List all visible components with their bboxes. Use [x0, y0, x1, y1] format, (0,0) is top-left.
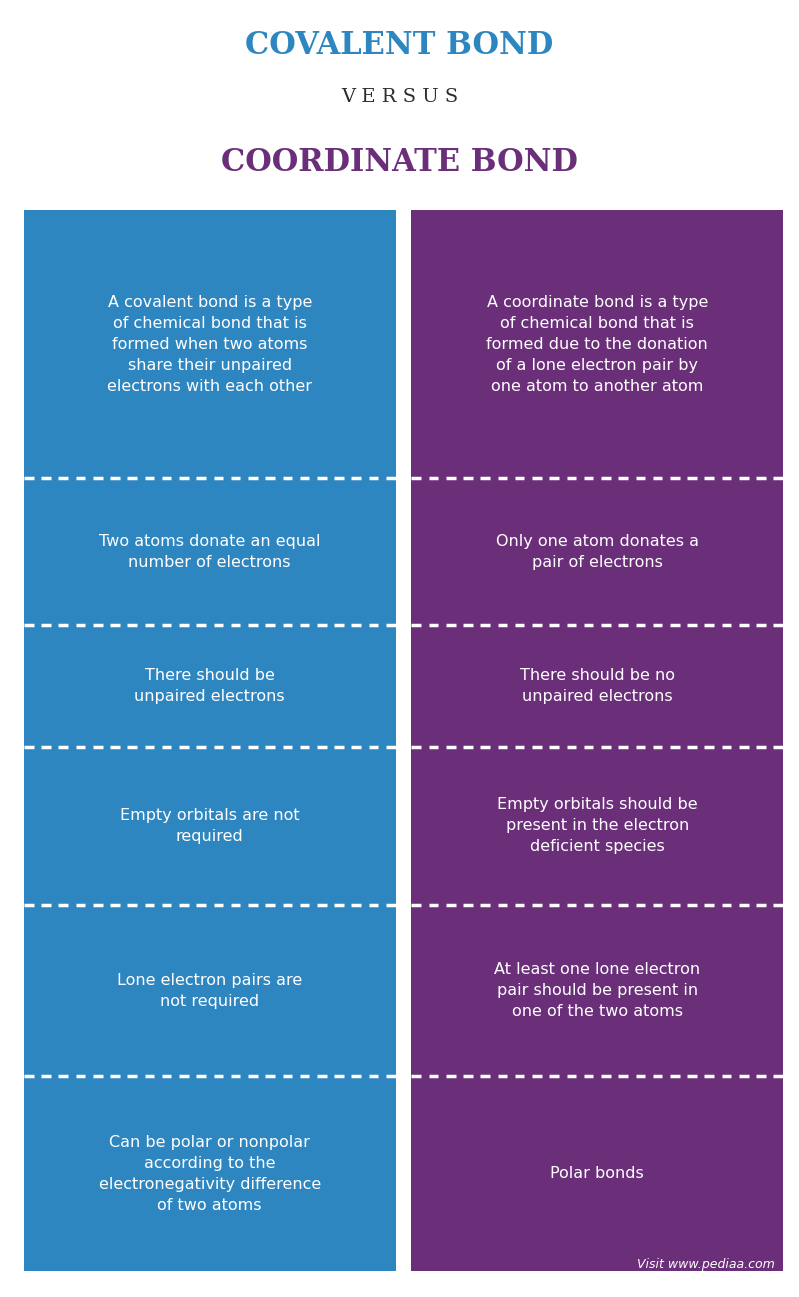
- Bar: [24, 1077, 396, 1271]
- Text: There should be
unpaired electrons: There should be unpaired electrons: [134, 668, 285, 704]
- Text: Empty orbitals are not
required: Empty orbitals are not required: [120, 808, 300, 844]
- Text: A covalent bond is a type
of chemical bond that is
formed when two atoms
share t: A covalent bond is a type of chemical bo…: [107, 294, 312, 394]
- Bar: [411, 479, 783, 625]
- Text: There should be no
unpaired electrons: There should be no unpaired electrons: [520, 668, 674, 704]
- Bar: [24, 905, 396, 1077]
- Text: COVALENT BOND: COVALENT BOND: [245, 30, 554, 61]
- Text: Two atoms donate an equal
number of electrons: Two atoms donate an equal number of elec…: [99, 533, 320, 569]
- Bar: [411, 1077, 783, 1271]
- Bar: [24, 747, 396, 905]
- Bar: [411, 905, 783, 1077]
- Text: COORDINATE BOND: COORDINATE BOND: [221, 147, 578, 178]
- Bar: [24, 625, 396, 747]
- Text: Visit www.pediaa.com: Visit www.pediaa.com: [638, 1258, 775, 1271]
- Text: Only one atom donates a
pair of electrons: Only one atom donates a pair of electron…: [495, 533, 699, 569]
- Bar: [411, 210, 783, 479]
- Text: A coordinate bond is a type
of chemical bond that is
formed due to the donation
: A coordinate bond is a type of chemical …: [487, 294, 708, 394]
- Bar: [24, 210, 396, 479]
- Text: Lone electron pairs are
not required: Lone electron pairs are not required: [117, 973, 302, 1009]
- Text: Can be polar or nonpolar
according to the
electronegativity difference
of two at: Can be polar or nonpolar according to th…: [98, 1135, 321, 1213]
- Bar: [24, 479, 396, 625]
- Text: V E R S U S: V E R S U S: [341, 88, 458, 106]
- Bar: [411, 625, 783, 747]
- Text: At least one lone electron
pair should be present in
one of the two atoms: At least one lone electron pair should b…: [495, 962, 700, 1019]
- Text: Empty orbitals should be
present in the electron
deficient species: Empty orbitals should be present in the …: [497, 798, 698, 855]
- Bar: [411, 747, 783, 905]
- Text: Polar bonds: Polar bonds: [551, 1166, 644, 1182]
